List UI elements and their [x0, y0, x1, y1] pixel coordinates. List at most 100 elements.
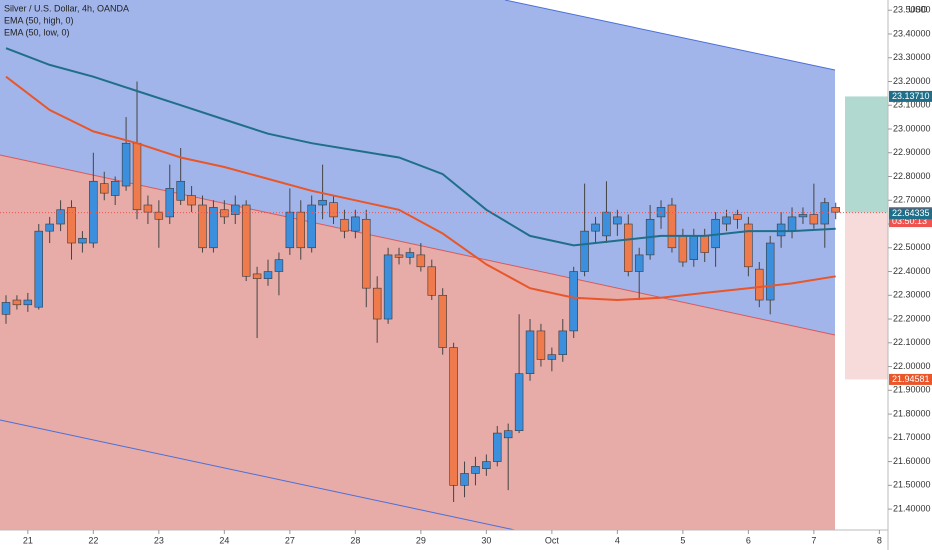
- candle-body: [405, 252, 415, 258]
- ema-line: [5, 75, 836, 302]
- candle-body: [493, 432, 502, 462]
- candle-body: [23, 299, 33, 306]
- candle-body: [667, 204, 677, 249]
- candle-body: [263, 271, 273, 279]
- candle-body: [220, 209, 229, 218]
- candle-body: [100, 183, 109, 194]
- candle-body: [198, 204, 207, 249]
- x-tick-label: Oct: [545, 535, 560, 545]
- candle-body: [831, 207, 840, 213]
- candle-body: [580, 230, 589, 272]
- candle-body: [678, 235, 688, 263]
- candle-body: [482, 461, 491, 470]
- candle-body: [351, 216, 360, 232]
- channel-bottom-line: [0, 419, 516, 531]
- candle-body: [362, 218, 371, 289]
- candle-body: [689, 235, 699, 260]
- price-badge: [889, 208, 932, 220]
- candle-body: [187, 195, 196, 206]
- ema-line: [5, 47, 836, 247]
- candle-body: [34, 230, 43, 308]
- candle-body: [132, 142, 142, 211]
- x-tick-label: 24: [219, 535, 229, 545]
- candle-body: [241, 204, 251, 277]
- target-zone: [845, 96, 888, 213]
- x-tick-label: 23: [154, 535, 164, 545]
- price-badge: [889, 90, 932, 102]
- candle-body: [700, 235, 709, 253]
- y-tick-label: 23.00000: [893, 123, 931, 133]
- x-tick-label: 6: [746, 535, 751, 545]
- x-tick-label: 28: [350, 535, 360, 545]
- x-tick-label: 29: [416, 535, 426, 545]
- x-tick-label: 4: [615, 535, 620, 545]
- y-tick-label: 23.30000: [893, 52, 931, 62]
- x-tick-label: 27: [285, 535, 295, 545]
- channel-top-line: [504, 0, 836, 71]
- price-badge-label: 22.64335: [892, 208, 930, 218]
- candle-body: [209, 207, 218, 249]
- candle-body: [503, 430, 513, 439]
- candle-body: [536, 330, 546, 360]
- candle-body: [45, 223, 54, 232]
- candle-body: [274, 259, 284, 272]
- price-badge-label: 23.13710: [892, 91, 930, 101]
- candle-body: [78, 237, 87, 244]
- candle-body: [558, 330, 568, 355]
- candle-body: [460, 473, 469, 486]
- y-tick-label: 22.70000: [893, 195, 931, 205]
- y-tick-label: 22.20000: [893, 313, 931, 323]
- candle-body: [252, 273, 262, 279]
- x-axis-bg: [0, 530, 888, 550]
- y-tick-label: 21.70000: [893, 432, 931, 442]
- y-tick-label: 22.90000: [893, 147, 931, 157]
- candle-body: [744, 223, 753, 268]
- axes: 23.50000 23.40000 23.30000 23.20000 23.10000…: [23, 5, 932, 545]
- y-tick-label: 21.50000: [893, 480, 931, 490]
- legend-entry: EMA (50, high, 0): [4, 15, 74, 25]
- candle-body: [416, 254, 426, 268]
- candle-body: [329, 202, 338, 218]
- candle-body: [602, 211, 611, 237]
- candle-body: [755, 268, 764, 301]
- candle-body: [1, 302, 11, 315]
- candle-body: [449, 347, 458, 486]
- legend-entry: EMA (50, low, 0): [4, 27, 70, 37]
- candle-body: [733, 214, 742, 220]
- candle-body: [634, 254, 644, 272]
- price-badge-label: 21.94581: [892, 374, 930, 384]
- currency-label: USD: [908, 4, 928, 14]
- candle-body: [438, 294, 447, 348]
- y-tick-label: 22.40000: [893, 266, 931, 276]
- x-tick-label: 8: [877, 535, 882, 545]
- y-tick-label: 22.80000: [893, 171, 931, 181]
- y-tick-label: 22.50000: [893, 242, 931, 252]
- candle-body: [67, 207, 76, 244]
- x-tick-label: 22: [88, 535, 98, 545]
- y-tick-label: 21.80000: [893, 408, 931, 418]
- candle-body: [110, 180, 120, 196]
- candle-body: [722, 216, 731, 225]
- lower-channel: [0, 155, 835, 530]
- candle-body: [285, 211, 295, 249]
- candle-body: [296, 211, 305, 249]
- x-tick-label: 21: [23, 535, 33, 545]
- candle-body: [318, 199, 327, 206]
- candle-body: [514, 373, 524, 431]
- legend-title: Silver / U.S. Dollar, 4h, OANDA: [4, 3, 129, 13]
- candle-body: [121, 142, 131, 187]
- candle-body: [765, 242, 775, 301]
- plot-area: [0, 47, 888, 502]
- candle-body: [394, 254, 404, 258]
- price-badge: [889, 373, 932, 385]
- candle-body: [427, 266, 437, 296]
- candle-body: [798, 214, 808, 218]
- candle-body: [383, 254, 393, 320]
- candle-body: [372, 287, 382, 320]
- stop-zone: [845, 212, 888, 380]
- y-tick-label: 23.40000: [893, 28, 931, 38]
- candle-body: [143, 204, 153, 213]
- candle-body: [471, 466, 480, 474]
